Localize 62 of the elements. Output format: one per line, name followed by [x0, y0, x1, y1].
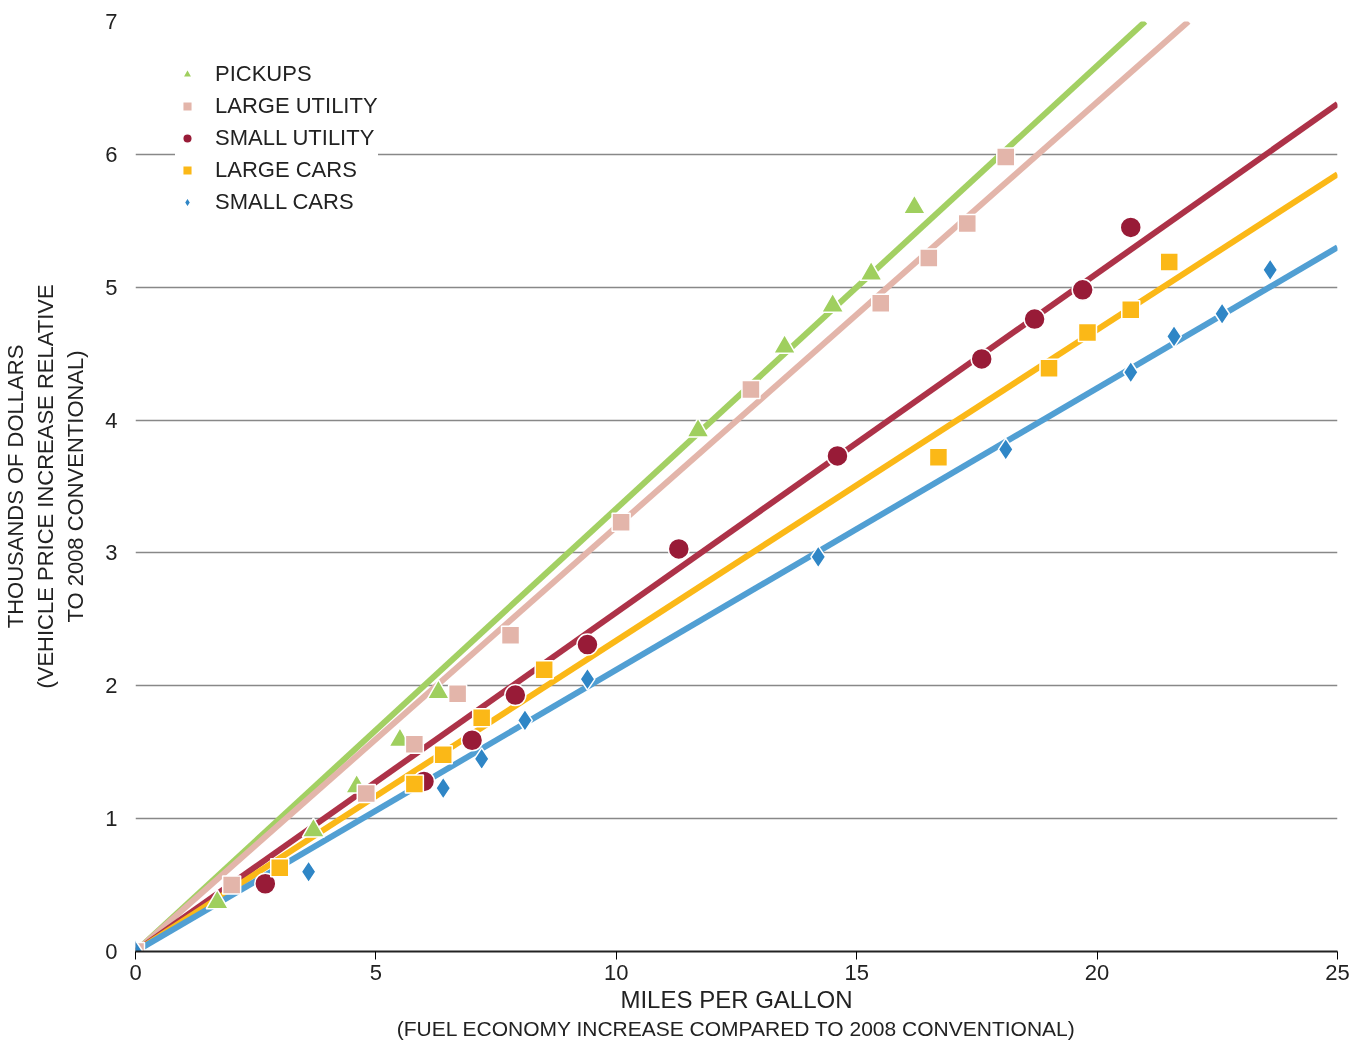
- x-tick-label: 10: [604, 959, 629, 985]
- y-tick-label: 5: [105, 274, 118, 300]
- point: [1214, 302, 1231, 326]
- point: [435, 776, 452, 800]
- point: [1122, 360, 1139, 384]
- x-tick-label: 5: [369, 959, 383, 985]
- point: [534, 660, 554, 680]
- point: [1262, 258, 1279, 282]
- point: [473, 747, 490, 771]
- point: [447, 684, 468, 704]
- legend-label: PICKUPS: [215, 61, 312, 87]
- point: [579, 667, 596, 691]
- point: [928, 447, 949, 468]
- x-tick-label: 15: [844, 959, 869, 985]
- point: [611, 512, 631, 533]
- y-tick-label: 0: [105, 939, 118, 964]
- point: [460, 729, 484, 752]
- legend-label: LARGE UTILITY: [215, 93, 378, 119]
- point: [1121, 300, 1141, 320]
- x-tick-label: 25: [1325, 959, 1350, 985]
- point: [356, 783, 377, 804]
- point: [254, 872, 277, 895]
- point: [500, 625, 521, 646]
- point: [433, 745, 453, 765]
- y-axis-title: THOUSANDS OF DOLLARS (VEHICLE PRICE INCREASE RELATIVE TO 2008 CONVENTIONAL): [3, 284, 89, 689]
- point: [826, 444, 849, 468]
- legend-label: SMALL CARS: [215, 189, 354, 215]
- y-tick-label: 3: [105, 540, 118, 566]
- point: [870, 293, 891, 313]
- point: [1159, 252, 1179, 272]
- point: [919, 248, 939, 268]
- point: [300, 860, 317, 884]
- point: [810, 545, 827, 569]
- point: [1165, 324, 1183, 349]
- point: [667, 537, 691, 561]
- point: [741, 379, 761, 400]
- legend-label: LARGE CARS: [215, 157, 357, 183]
- legend-label: SMALL UTILITY: [215, 125, 375, 151]
- point: [970, 347, 993, 371]
- point: [1077, 322, 1098, 343]
- point: [576, 633, 599, 656]
- point: [504, 683, 527, 707]
- point: [221, 875, 242, 895]
- point: [269, 858, 290, 878]
- point: [404, 734, 425, 754]
- point: [1023, 307, 1046, 331]
- point: [404, 774, 425, 794]
- point: [1119, 216, 1143, 239]
- point: [957, 213, 978, 234]
- x-tick-label: 0: [129, 959, 142, 985]
- y-tick-label: 1: [105, 806, 118, 832]
- point: [516, 708, 534, 733]
- point: [996, 147, 1016, 167]
- y-tick-label: 2: [105, 673, 118, 699]
- point: [471, 707, 492, 728]
- point: [1071, 278, 1094, 302]
- x-axis-title: MILES PER GALLON (FUEL ECONOMY INCREASE COMPARED TO 2008 CONVENTIONAL): [396, 985, 1075, 1040]
- y-tick-label: 6: [105, 141, 118, 167]
- x-tick-label: 20: [1084, 959, 1110, 985]
- y-tick-label: 4: [105, 407, 118, 433]
- point: [1039, 358, 1059, 379]
- y-tick-label: 7: [105, 9, 118, 34]
